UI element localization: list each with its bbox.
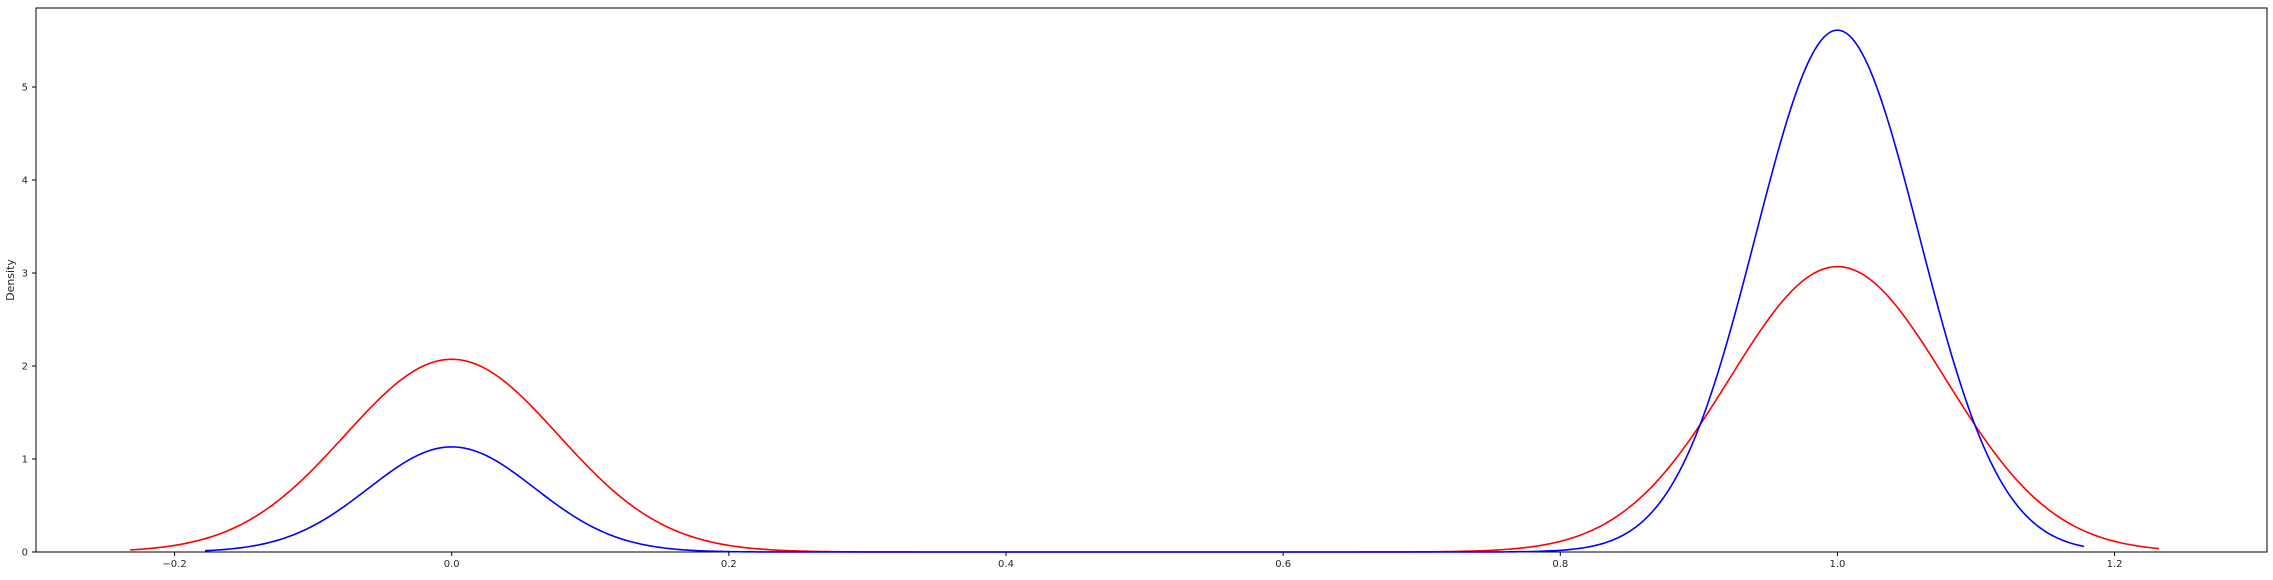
x-tick-label: 0.0 [444, 559, 460, 570]
density-line-1 [130, 265, 2159, 553]
y-tick-label: 5 [22, 83, 28, 94]
density-line-2 [205, 29, 2085, 553]
x-tick-label: 0.2 [721, 559, 737, 570]
series-layer [130, 29, 2159, 553]
y-axis: 0 1 2 3 4 5 [22, 83, 36, 559]
y-tick-label: 0 [22, 548, 28, 559]
y-axis-label: Density [4, 259, 17, 301]
x-tick-label: 1.2 [2107, 559, 2123, 570]
y-tick-label: 4 [22, 176, 28, 187]
x-tick-label: 1.0 [1829, 559, 1845, 570]
x-tick-label: 0.8 [1552, 559, 1568, 570]
x-tick-label: −0.2 [162, 559, 186, 570]
y-tick-label: 1 [22, 455, 28, 466]
x-axis: −0.2 0.0 0.2 0.4 0.6 0.8 1.0 1.2 [162, 552, 2123, 570]
y-tick-label: 3 [22, 269, 28, 280]
x-tick-label: 0.6 [1275, 559, 1291, 570]
y-tick-label: 2 [22, 362, 28, 373]
plot-area-frame [35, 7, 2268, 553]
x-tick-label: 0.4 [998, 559, 1014, 570]
